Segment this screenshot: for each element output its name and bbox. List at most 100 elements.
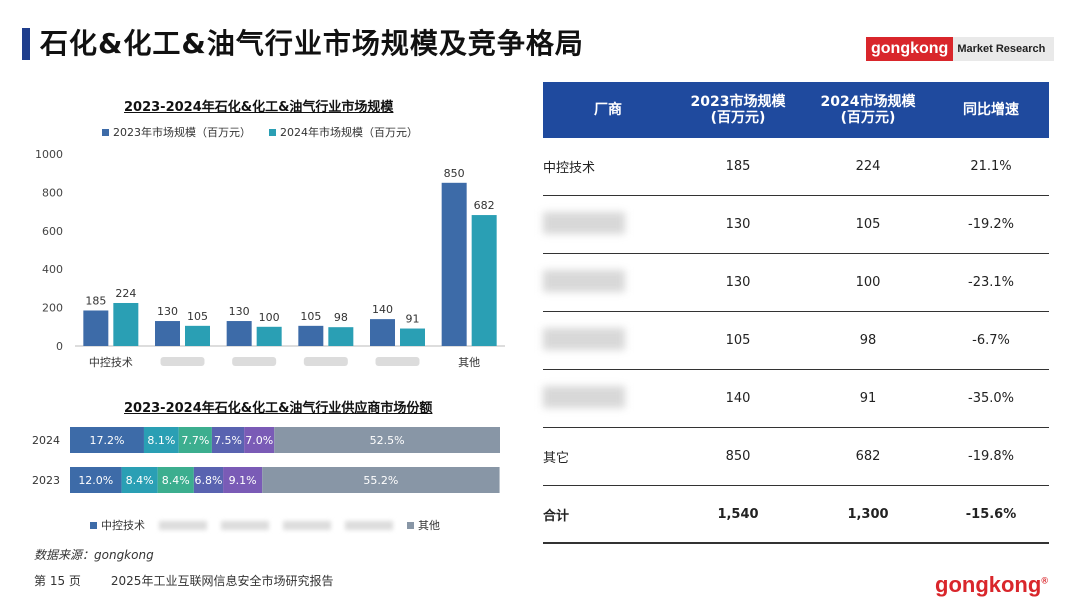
share-label: 8.4% xyxy=(162,474,190,487)
legend-item-2023: 2023年市场规模（百万元） xyxy=(102,124,251,140)
bar-2024 xyxy=(113,302,139,346)
growth-cell: -19.2% xyxy=(968,217,1014,232)
legend-swatch-2024 xyxy=(269,128,276,136)
share-label: 9.1% xyxy=(229,474,257,487)
bar-value-label: 224 xyxy=(115,287,136,300)
size-2024-cell: 1,300 xyxy=(847,506,889,522)
share-segment xyxy=(211,427,245,453)
share-label: 8.4% xyxy=(126,474,154,487)
bar-2024 xyxy=(471,215,497,346)
x-tick-redacted xyxy=(303,357,348,366)
bar-2024 xyxy=(328,327,354,346)
legend-swatch-zhongkong xyxy=(90,521,97,529)
bar-2024 xyxy=(400,328,425,346)
header-2024-text: 2024市场规模 (百万元) xyxy=(820,93,916,126)
share-label: 8.1% xyxy=(147,434,175,447)
bar-value-label: 185 xyxy=(85,294,106,307)
size-2024-cell: 224 xyxy=(855,159,881,174)
growth-cell: 21.1% xyxy=(970,159,1012,174)
vendor-cell: 合计 xyxy=(543,508,570,524)
footer-logo-text: gongkong xyxy=(935,572,1042,597)
brand-logo: gongkong Market Research xyxy=(866,37,1054,61)
share-label: 52.5% xyxy=(370,434,405,447)
x-tick-redacted xyxy=(375,357,420,366)
registered-mark: ® xyxy=(1041,575,1048,586)
share-segment xyxy=(223,467,263,493)
table-row: 合计 1,540 1,300 -15.6% xyxy=(543,486,1049,544)
row-label-2024: 2024 xyxy=(32,434,60,447)
size-2024-cell: 91 xyxy=(859,391,877,406)
share-label: 7.7% xyxy=(181,434,209,447)
growth-cell: -23.1% xyxy=(968,275,1014,290)
size-2024-cell: 100 xyxy=(855,275,881,290)
vendor-redacted xyxy=(543,211,673,238)
share-label: 6.8% xyxy=(194,474,222,487)
legend-item-2024: 2024年市场规模（百万元） xyxy=(269,124,418,140)
market-share-stacked-chart: 2024 17.2% 8.1% 7.7% 7.5% 7.0% 52.5% 2023 12.0% 8… xyxy=(32,427,500,493)
header-vendor: 厂商 xyxy=(594,101,622,118)
vendor-cell: 中控技术 xyxy=(543,161,596,176)
bar-2023 xyxy=(226,321,252,346)
share-segment xyxy=(193,467,224,493)
header-2023: 2023市场规模 (百万元) xyxy=(673,94,803,126)
share-label: 7.0% xyxy=(245,434,273,447)
table-row: 130 100 -23.1% xyxy=(543,254,1049,312)
bar-value-label: 130 xyxy=(157,305,178,318)
legend-label-2023: 2023年市场规模（百万元） xyxy=(113,126,251,139)
header-2023-text: 2023市场规模 (百万元) xyxy=(690,93,786,126)
growth-cell: -6.7% xyxy=(972,333,1010,348)
vendor-cell: 其它 xyxy=(543,451,570,466)
share-segment xyxy=(244,427,275,453)
legend-item-others: 其他 xyxy=(407,517,440,533)
share-segment xyxy=(143,427,179,453)
legend-label-zhongkong: 中控技术 xyxy=(101,519,145,532)
bar-2023 xyxy=(298,325,324,346)
legend-label-others: 其他 xyxy=(418,519,440,532)
table-body: 中控技术 185 224 21.1% 130 105 -19.2% 130 100 -23.1% 1… xyxy=(543,138,1049,544)
vendor-redacted xyxy=(543,269,673,296)
header-growth: 同比增速 xyxy=(963,101,1019,118)
redacted-vendor-name xyxy=(543,211,625,234)
bar-value-label: 100 xyxy=(259,311,280,324)
share-segment xyxy=(262,467,500,493)
size-2023-cell: 185 xyxy=(725,159,751,174)
bar-value-label: 850 xyxy=(444,167,465,180)
y-tick-label: 600 xyxy=(42,225,63,238)
redacted-vendor-name xyxy=(543,269,625,292)
legend-redacted-4 xyxy=(345,520,393,530)
bar-value-label: 105 xyxy=(187,310,208,323)
footer: 第 15 页 2025年工业互联网信息安全市场研究报告 xyxy=(34,572,333,589)
bar-value-label: 105 xyxy=(300,310,321,323)
size-2023-cell: 130 xyxy=(725,275,751,290)
x-tick-redacted xyxy=(232,357,277,366)
size-2023-cell: 130 xyxy=(725,217,751,232)
legend-redacted-3 xyxy=(283,520,331,530)
share-segment xyxy=(121,467,158,493)
table-row: 中控技术 185 224 21.1% xyxy=(543,138,1049,196)
size-2024-cell: 98 xyxy=(859,333,877,348)
legend-redacted-2 xyxy=(221,520,269,530)
table-row: 140 91 -35.0% xyxy=(543,370,1049,428)
share-label: 55.2% xyxy=(363,474,398,487)
share-label: 12.0% xyxy=(78,474,113,487)
growth-cell: -15.6% xyxy=(965,506,1017,522)
bar-2024 xyxy=(256,326,282,346)
vendor-table: 厂商 2023市场规模 (百万元) 2024市场规模 (百万元) 同比增速 中控… xyxy=(543,82,1049,544)
table-header: 厂商 2023市场规模 (百万元) 2024市场规模 (百万元) 同比增速 xyxy=(543,82,1049,138)
share-label: 7.5% xyxy=(214,434,242,447)
page-number: 第 15 页 xyxy=(34,574,81,588)
bar-value-label: 140 xyxy=(372,303,393,316)
brand-name: gongkong xyxy=(866,37,954,61)
redacted-vendor-name xyxy=(543,385,625,408)
brand-tagline: Market Research xyxy=(957,43,1046,55)
size-2023-cell: 105 xyxy=(725,333,751,348)
share-chart-title: 2023-2024年石化&化工&油气行业供应商市场份额 xyxy=(124,401,433,416)
redacted-vendor-name xyxy=(543,327,625,350)
share-segment xyxy=(70,467,122,493)
x-tick-redacted xyxy=(160,357,205,366)
x-tick-label: 中控技术 xyxy=(89,355,133,369)
bar-value-label: 130 xyxy=(229,305,250,318)
y-tick-label: 800 xyxy=(42,186,63,199)
legend-item-zhongkong: 中控技术 xyxy=(90,517,145,533)
size-2023-cell: 850 xyxy=(725,449,751,464)
